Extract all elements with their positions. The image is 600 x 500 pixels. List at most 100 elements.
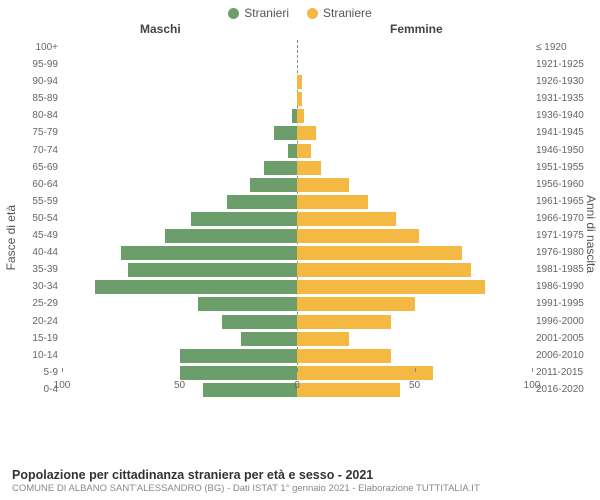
age-label: 60-64 [24,179,58,190]
pyramid-row: 40-441976-1980 [62,245,532,262]
bar-female [297,366,433,380]
birth-year-label: 1946-1950 [536,145,594,156]
birth-year-label: 2011-2015 [536,367,594,378]
bar-male [180,366,298,380]
bar-male [241,332,297,346]
bar-male [288,144,297,158]
footer-title: Popolazione per cittadinanza straniera p… [12,468,588,482]
birth-year-label: 1981-1985 [536,264,594,275]
bar-male [227,195,298,209]
legend-swatch-male [228,8,239,19]
pyramid-row: 85-891931-1935 [62,91,532,108]
x-axis: 10050050100 [62,380,532,400]
age-label: 65-69 [24,162,58,173]
birth-year-label: 1931-1935 [536,93,594,104]
pyramid-row: 80-841936-1940 [62,108,532,125]
legend-item-female: Straniere [307,6,372,20]
x-tick: 100 [54,380,71,391]
bar-female [297,263,471,277]
bar-female [297,229,419,243]
legend: Stranieri Straniere [0,0,600,20]
pyramid-row: 45-491971-1975 [62,228,532,245]
footer: Popolazione per cittadinanza straniera p… [12,468,588,494]
birth-year-label: 1961-1965 [536,196,594,207]
age-label: 70-74 [24,145,58,156]
pyramid-row: 55-591961-1965 [62,194,532,211]
chart-area: Fasce di età Anni di nascita 100+≤ 19209… [0,40,600,440]
pyramid-row: 60-641956-1960 [62,177,532,194]
pyramid-row: 50-541966-1970 [62,211,532,228]
pyramid-row: 30-341986-1990 [62,279,532,296]
bar-female [297,297,415,311]
age-label: 25-29 [24,298,58,309]
bar-female [297,315,391,329]
bar-male [198,297,297,311]
age-label: 15-19 [24,333,58,344]
birth-year-label: 1966-1970 [536,213,594,224]
plot: 100+≤ 192095-991921-192590-941926-193085… [62,40,532,410]
legend-item-male: Stranieri [228,6,289,20]
bar-female [297,126,316,140]
age-label: 100+ [24,42,58,53]
pyramid-row: 90-941926-1930 [62,74,532,91]
pyramid-row: 35-391981-1985 [62,262,532,279]
column-headers: Maschi Femmine [0,20,600,40]
pyramid-row: 15-192001-2005 [62,331,532,348]
age-label: 75-79 [24,127,58,138]
bar-male [121,246,297,260]
bar-male [180,349,298,363]
legend-swatch-female [307,8,318,19]
bar-male [222,315,297,329]
x-tick: 100 [524,380,541,391]
pyramid-row: 25-291991-1995 [62,296,532,313]
birth-year-label: 1936-1940 [536,110,594,121]
birth-year-label: 1956-1960 [536,179,594,190]
age-label: 90-94 [24,76,58,87]
bar-male [165,229,297,243]
pyramid-row: 70-741946-1950 [62,143,532,160]
age-label: 10-14 [24,350,58,361]
x-tick: 50 [174,380,185,391]
birth-year-label: 1971-1975 [536,230,594,241]
pyramid-row: 20-241996-2000 [62,314,532,331]
birth-year-label: 1941-1945 [536,127,594,138]
birth-year-label: ≤ 1920 [536,42,594,53]
bar-female [297,332,349,346]
birth-year-label: 2006-2010 [536,350,594,361]
age-label: 55-59 [24,196,58,207]
legend-label-female: Straniere [323,6,372,20]
birth-year-label: 2016-2020 [536,384,594,395]
birth-year-label: 1921-1925 [536,59,594,70]
bar-female [297,349,391,363]
bar-female [297,161,321,175]
bar-female [297,246,462,260]
bar-male [274,126,298,140]
birth-year-label: 1976-1980 [536,247,594,258]
bar-male [250,178,297,192]
header-female: Femmine [390,22,443,36]
birth-year-label: 1996-2000 [536,316,594,327]
pyramid-row: 95-991921-1925 [62,57,532,74]
age-label: 50-54 [24,213,58,224]
pyramid-row: 10-142006-2010 [62,348,532,365]
bar-female [297,178,349,192]
y-axis-label-left: Fasce di età [4,205,18,270]
bar-male [191,212,297,226]
bar-male [95,280,297,294]
age-label: 40-44 [24,247,58,258]
birth-year-label: 1991-1995 [536,298,594,309]
birth-year-label: 1926-1930 [536,76,594,87]
bar-male [264,161,297,175]
bar-female [297,75,302,89]
header-male: Maschi [140,22,181,36]
pyramid-row: 75-791941-1945 [62,125,532,142]
pyramid-row: 65-691951-1955 [62,160,532,177]
bar-female [297,144,311,158]
age-label: 35-39 [24,264,58,275]
birth-year-label: 1951-1955 [536,162,594,173]
birth-year-label: 1986-1990 [536,281,594,292]
bar-female [297,92,302,106]
pyramid-row: 100+≤ 1920 [62,40,532,57]
bar-female [297,195,368,209]
age-label: 20-24 [24,316,58,327]
